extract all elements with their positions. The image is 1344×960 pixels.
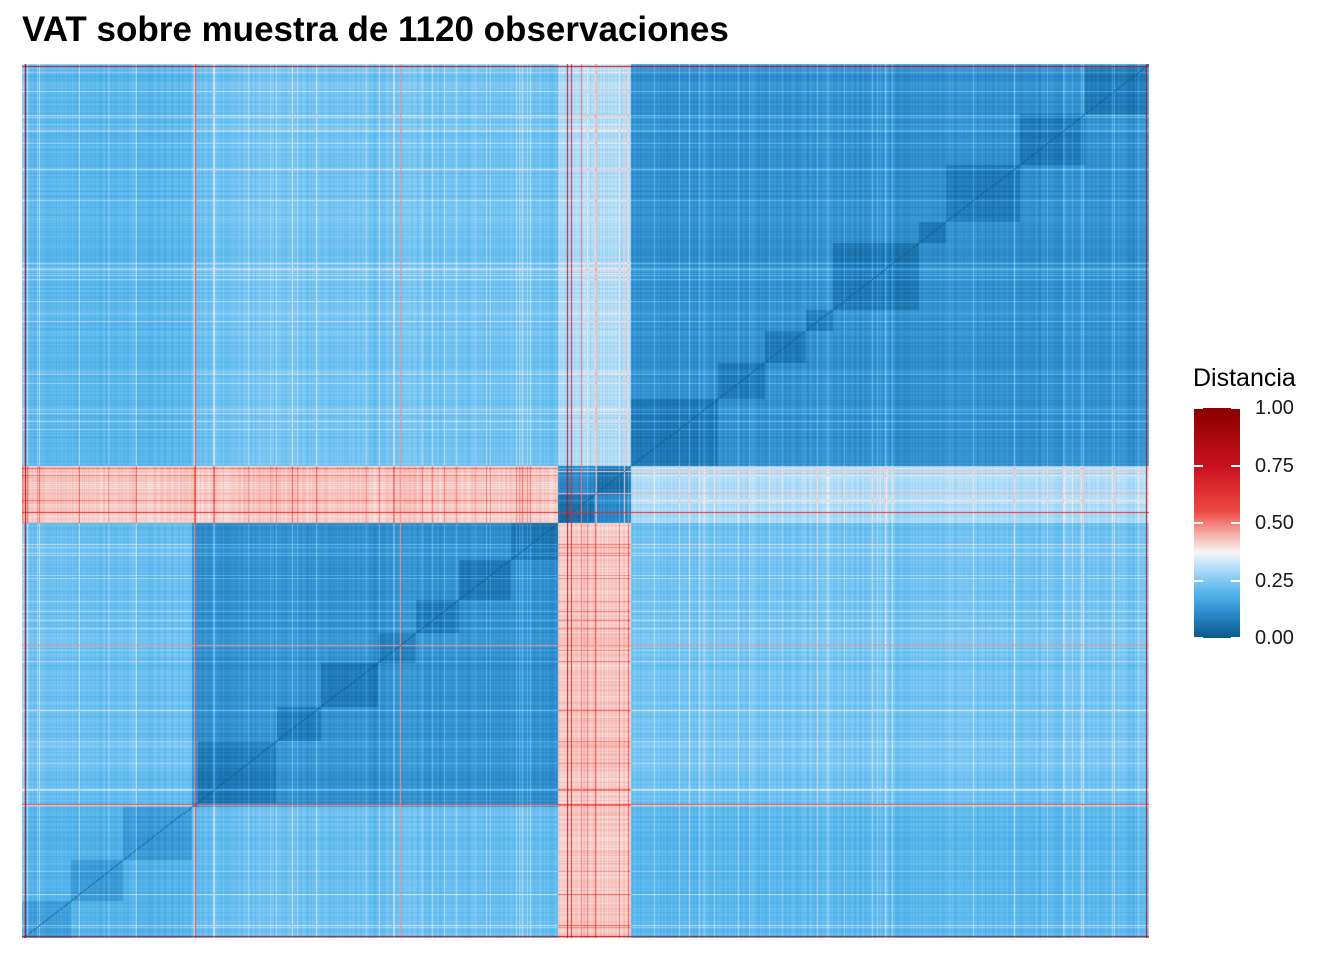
legend-tick-mark xyxy=(1194,579,1203,582)
legend-tick-mark xyxy=(1231,522,1240,524)
legend-tick-label: 1.00 xyxy=(1255,397,1294,419)
legend-tick-mark xyxy=(1194,637,1203,639)
legend-title: Distancia xyxy=(1193,364,1296,392)
legend-tick-mark xyxy=(1231,637,1240,639)
legend-tick-label: 0.75 xyxy=(1255,454,1294,477)
legend-tick-mark xyxy=(1231,407,1240,409)
legend-tick-label: 0.00 xyxy=(1255,627,1294,649)
legend-tick-mark xyxy=(1231,464,1240,467)
legend-tick-label: 0.50 xyxy=(1255,512,1294,534)
legend-tick-mark xyxy=(1194,464,1203,467)
legend-tick-mark xyxy=(1231,579,1240,582)
legend-tick-mark xyxy=(1194,407,1203,409)
chart-title: VAT sobre muestra de 1120 observaciones xyxy=(22,10,729,49)
legend-tick-label: 0.25 xyxy=(1255,569,1294,592)
vat-heatmap xyxy=(22,64,1149,938)
legend-tick-mark xyxy=(1194,522,1203,524)
